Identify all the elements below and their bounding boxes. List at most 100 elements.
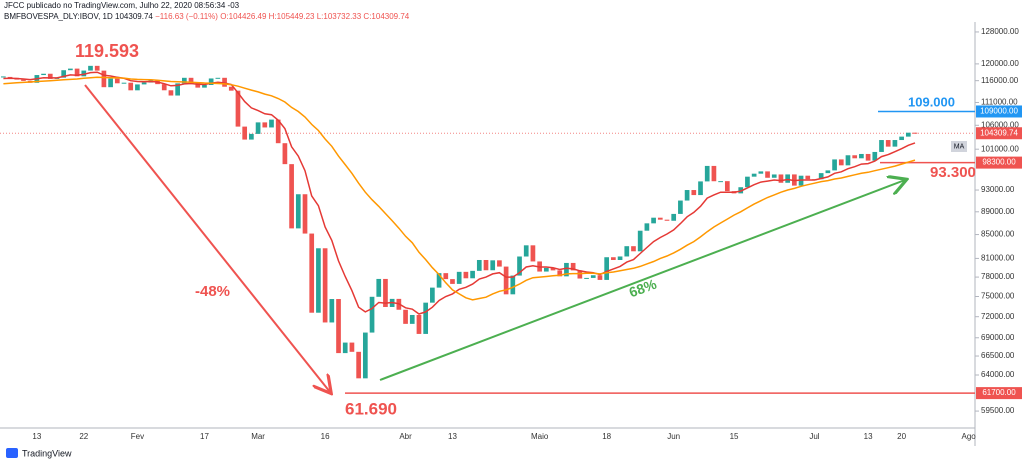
x-tick-label: Fev <box>131 432 144 441</box>
symbol-line: BMFBOVESPA_DLY:IBOV, 1D 104309.74 −116.6… <box>4 12 410 21</box>
candle <box>295 194 301 229</box>
candle <box>718 181 723 183</box>
candle <box>302 194 308 234</box>
candle <box>369 296 375 333</box>
y-tick-label: 85000.00 <box>981 230 1015 239</box>
y-tick-label: 89000.00 <box>981 207 1015 216</box>
x-tick-label: 13 <box>32 432 41 441</box>
y-tick-label: 72000.00 <box>981 312 1015 321</box>
candle <box>362 332 368 379</box>
y-tick-label: 78000.00 <box>981 272 1015 281</box>
price-tag <box>976 105 1022 118</box>
candle <box>503 266 509 295</box>
candle <box>128 82 134 91</box>
candle <box>557 270 563 277</box>
moving-average <box>3 71 916 315</box>
y-tick-label: 111000.00 <box>981 98 1018 107</box>
candle <box>121 82 127 84</box>
candle <box>336 299 341 354</box>
candle <box>423 302 429 334</box>
candle <box>188 77 194 83</box>
candle <box>329 299 335 323</box>
candle <box>771 174 777 178</box>
price-tag-label: 104309.74 <box>980 128 1018 137</box>
candle <box>912 132 918 134</box>
x-tick-label: Ago <box>962 432 977 441</box>
candle <box>577 270 583 279</box>
x-tick-label: Jun <box>667 432 680 441</box>
y-tick-label: 64000.00 <box>981 370 1015 379</box>
price-tag <box>976 127 1022 140</box>
candle <box>758 171 764 174</box>
candle <box>543 267 549 272</box>
annotation: 68% <box>627 275 659 300</box>
change: −116.63 (−0.11%) <box>155 12 218 21</box>
y-tick-label: 128000.00 <box>981 27 1019 36</box>
candle <box>892 140 898 147</box>
last-price: 104309.74 <box>115 12 153 21</box>
candle <box>436 273 442 288</box>
x-tick-label: 20 <box>897 432 906 441</box>
candle <box>81 70 87 77</box>
candle <box>905 132 911 137</box>
y-tick-label: 93000.00 <box>981 185 1015 194</box>
candle <box>108 78 113 88</box>
candle <box>691 190 697 196</box>
annotation: 61.690 <box>345 399 397 418</box>
candle <box>550 267 556 271</box>
candle <box>181 77 187 84</box>
candle <box>698 181 703 196</box>
candle <box>510 275 516 295</box>
candle <box>356 351 361 379</box>
candle <box>852 155 858 159</box>
candle <box>885 140 891 147</box>
candle <box>430 287 435 303</box>
candle <box>309 233 315 313</box>
price-tag <box>976 156 1022 169</box>
author-line: JFCC publicado no TradingView.com, Julho… <box>4 1 240 10</box>
candle <box>872 151 878 161</box>
candle <box>456 271 462 284</box>
candle <box>68 68 73 71</box>
x-tick-label: Abr <box>399 432 412 441</box>
candle <box>235 90 241 127</box>
candle <box>88 65 93 71</box>
y-tick-label: 101000.00 <box>981 144 1019 153</box>
candle <box>664 219 670 221</box>
y-tick-label: 69000.00 <box>981 333 1015 342</box>
candle <box>879 140 884 152</box>
candle <box>476 259 482 271</box>
indicator-badge-box <box>951 141 967 152</box>
annotation: 119.593 <box>75 41 139 61</box>
candle <box>825 170 831 174</box>
candle <box>530 245 536 262</box>
ohlc: O:104426.49 H:105449.23 L:103732.33 C:10… <box>220 12 410 21</box>
candle <box>215 77 221 79</box>
candle <box>584 277 589 279</box>
candle <box>228 86 234 91</box>
x-tick-label: 15 <box>730 432 739 441</box>
symbol: BMFBOVESPA_DLY:IBOV, 1D <box>4 12 113 21</box>
candle <box>637 230 643 252</box>
candle <box>711 165 717 182</box>
candle <box>611 257 616 260</box>
candle <box>416 314 422 334</box>
annotation: 109.000 <box>908 94 955 109</box>
candle <box>845 155 851 166</box>
candle <box>859 153 864 159</box>
candle <box>517 256 522 276</box>
footer-logo: TradingView <box>6 448 72 458</box>
candle <box>751 173 757 177</box>
candle <box>202 84 207 88</box>
candle <box>74 68 80 77</box>
candle <box>564 262 569 277</box>
price-tag-label: 109000.00 <box>980 107 1018 116</box>
candle <box>403 309 408 324</box>
candle <box>409 314 415 324</box>
candle <box>778 174 784 183</box>
candle <box>523 245 529 257</box>
candle <box>497 260 502 267</box>
candle <box>483 259 489 271</box>
candle <box>114 78 120 84</box>
